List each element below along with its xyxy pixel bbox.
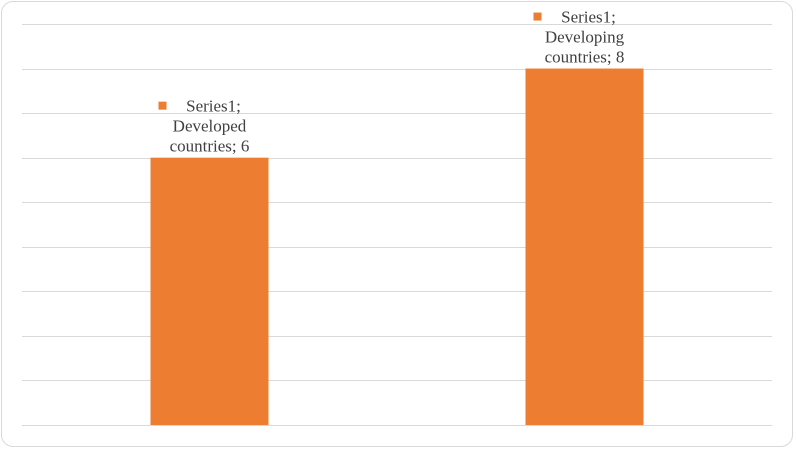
legend-key-marker: [158, 101, 167, 110]
bar: [525, 68, 644, 426]
legend-key-marker: [533, 12, 542, 21]
gridlines: [22, 24, 772, 426]
data-label: Developed: [173, 117, 247, 136]
bar: [150, 157, 269, 425]
data-label: Series1;: [561, 8, 616, 27]
data-label: Series1;: [186, 97, 241, 116]
data-label: Developing: [545, 28, 625, 47]
data-label: countries; 8: [545, 48, 625, 67]
data-label: countries; 6: [170, 137, 250, 156]
bars: [150, 68, 644, 426]
